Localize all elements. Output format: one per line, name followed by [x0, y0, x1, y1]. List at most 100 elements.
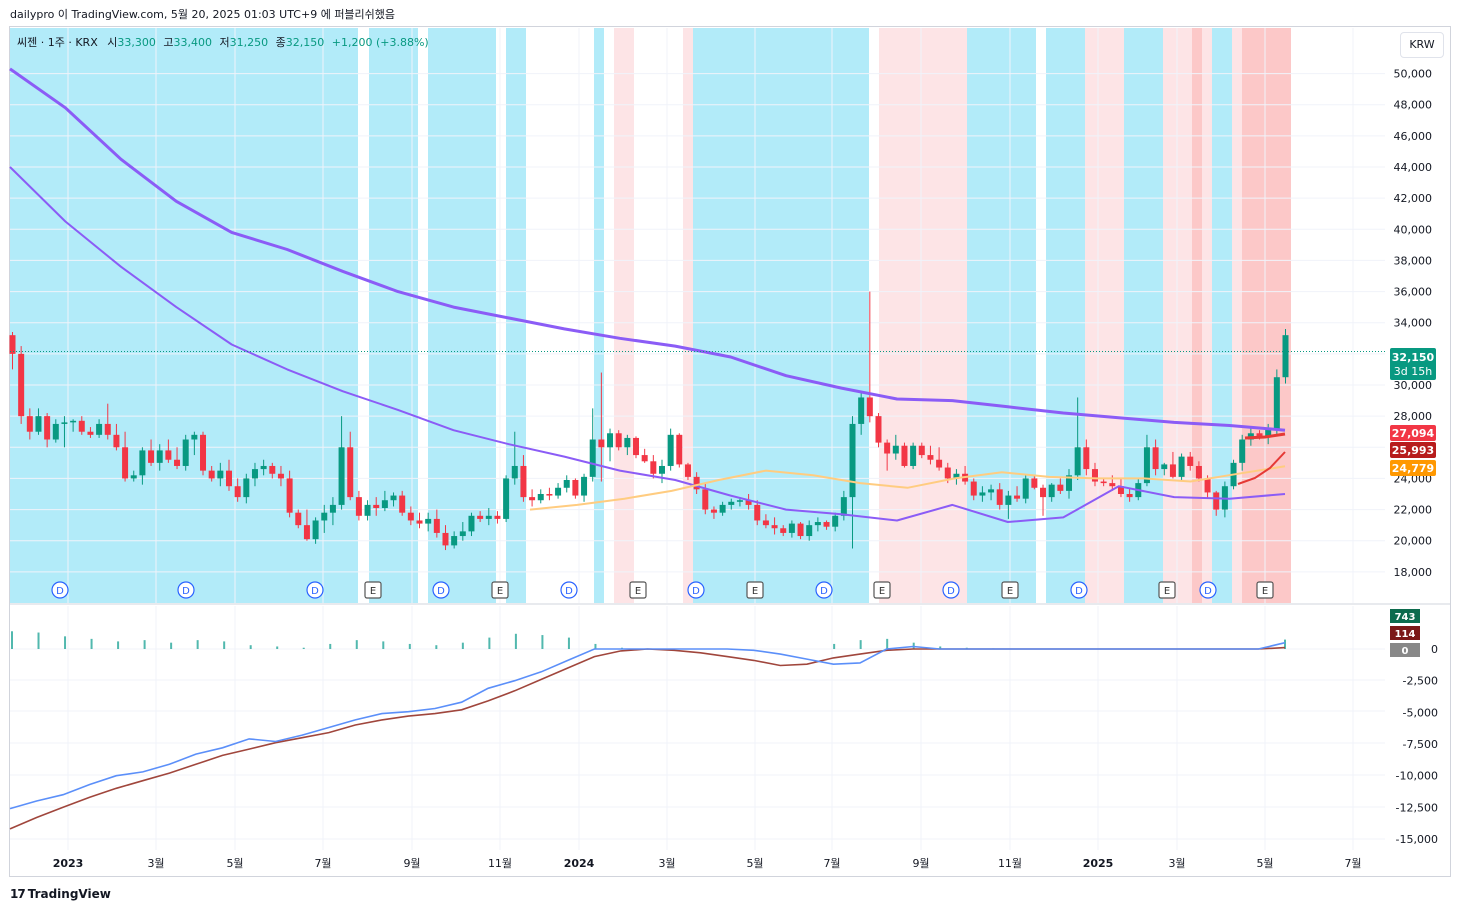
- osc-tick: -10,000: [1396, 770, 1438, 783]
- histogram-bar: [833, 643, 836, 649]
- osc-tick: -7,500: [1403, 738, 1438, 751]
- candle: [884, 439, 891, 471]
- zone-7: [693, 28, 869, 603]
- candle: [96, 419, 103, 438]
- dividend-marker[interactable]: D: [815, 581, 833, 599]
- candle-body: [381, 500, 388, 509]
- histogram-bar: [594, 643, 597, 649]
- candle: [1195, 461, 1202, 482]
- histogram-bar: [117, 641, 120, 649]
- open-label: 시: [107, 36, 118, 49]
- price-tick: 34,000: [1394, 317, 1433, 330]
- candle: [633, 436, 640, 459]
- dividend-marker[interactable]: D: [1070, 581, 1088, 599]
- time-tick: 9월: [403, 857, 420, 870]
- histogram-bar: [567, 637, 570, 649]
- earnings-marker[interactable]: E: [364, 581, 382, 599]
- candle-body: [191, 434, 198, 440]
- moving-averages: [9, 67, 1385, 523]
- histogram-bar: [886, 638, 889, 649]
- candle-body: [927, 455, 934, 460]
- symbol-name[interactable]: 씨젠 · 1주 · KRX: [17, 36, 98, 49]
- candle-body: [788, 523, 795, 533]
- zone-16: [1212, 28, 1232, 603]
- candle: [520, 455, 527, 502]
- candle: [269, 462, 276, 479]
- dividend-marker[interactable]: D: [432, 581, 450, 599]
- histogram-bar: [90, 638, 93, 649]
- candle-body: [1117, 486, 1124, 494]
- dividend-marker[interactable]: D: [942, 581, 960, 599]
- candle-body: [1152, 447, 1159, 470]
- candle-body: [200, 434, 207, 471]
- event-label: D: [56, 586, 64, 597]
- candle: [1178, 453, 1185, 480]
- dividend-marker[interactable]: D: [560, 581, 578, 599]
- earnings-marker[interactable]: E: [629, 581, 647, 599]
- candle-body: [546, 494, 553, 496]
- candle: [996, 483, 1003, 510]
- histogram-bar: [461, 642, 464, 649]
- earnings-marker[interactable]: E: [873, 581, 891, 599]
- candle: [866, 291, 873, 423]
- earnings-marker[interactable]: E: [746, 581, 764, 599]
- price-tick: 22,000: [1394, 504, 1433, 517]
- last-price-badge: [1390, 348, 1436, 380]
- zone-8: [879, 28, 967, 603]
- candle-body: [347, 447, 354, 498]
- candle: [1169, 451, 1176, 479]
- candle: [563, 475, 570, 493]
- event-label: E: [635, 586, 641, 597]
- candle: [329, 497, 336, 526]
- candle: [832, 512, 839, 532]
- candle: [355, 490, 362, 521]
- zone-0: [10, 28, 358, 603]
- dividend-marker[interactable]: D: [687, 581, 705, 599]
- ma-price-text: 25,993: [1392, 444, 1434, 457]
- candle-body: [1031, 478, 1038, 488]
- dividend-marker[interactable]: D: [1199, 581, 1217, 599]
- candle: [70, 419, 77, 432]
- earnings-marker[interactable]: E: [1158, 581, 1176, 599]
- earnings-marker[interactable]: E: [1001, 581, 1019, 599]
- histogram-bar: [249, 645, 252, 649]
- earnings-marker[interactable]: E: [491, 581, 509, 599]
- macd-line: [9, 641, 1286, 810]
- earnings-icon: [1256, 581, 1274, 599]
- candle-body: [329, 504, 336, 513]
- candle: [407, 506, 414, 526]
- candle: [676, 433, 683, 468]
- price-tick: 38,000: [1394, 254, 1433, 267]
- dividend-marker[interactable]: D: [306, 581, 324, 599]
- event-label: D: [820, 586, 828, 597]
- earnings-marker[interactable]: E: [1256, 581, 1274, 599]
- price-tick: 30,000: [1394, 379, 1433, 392]
- ma-short-line: [529, 465, 1286, 511]
- candle: [182, 434, 189, 471]
- close-label: 종: [275, 36, 286, 49]
- ma-price-text: 27,094: [1392, 427, 1435, 440]
- brand-name: TradingView: [27, 887, 111, 901]
- histogram-bar: [355, 640, 358, 649]
- ma-price-badge: [1390, 442, 1436, 458]
- histogram-bar: [196, 640, 199, 649]
- candle-body: [503, 478, 510, 519]
- candle: [347, 431, 354, 501]
- candle-body: [1161, 464, 1168, 470]
- currency-button[interactable]: KRW: [1400, 32, 1444, 58]
- histogram-bar: [859, 640, 862, 649]
- event-label: E: [752, 586, 758, 597]
- candle-body: [910, 445, 917, 466]
- histogram-bar: [223, 641, 226, 649]
- event-label: D: [947, 586, 955, 597]
- price-tick: 28,000: [1394, 410, 1433, 423]
- high-label: 고: [163, 36, 174, 49]
- candle-body: [858, 397, 865, 424]
- dividend-marker[interactable]: D: [177, 581, 195, 599]
- dividend-marker[interactable]: D: [51, 581, 69, 599]
- tradingview-logo[interactable]: 17 TradingView: [10, 887, 111, 901]
- candle-body: [156, 450, 163, 463]
- zone-15: [1202, 28, 1212, 603]
